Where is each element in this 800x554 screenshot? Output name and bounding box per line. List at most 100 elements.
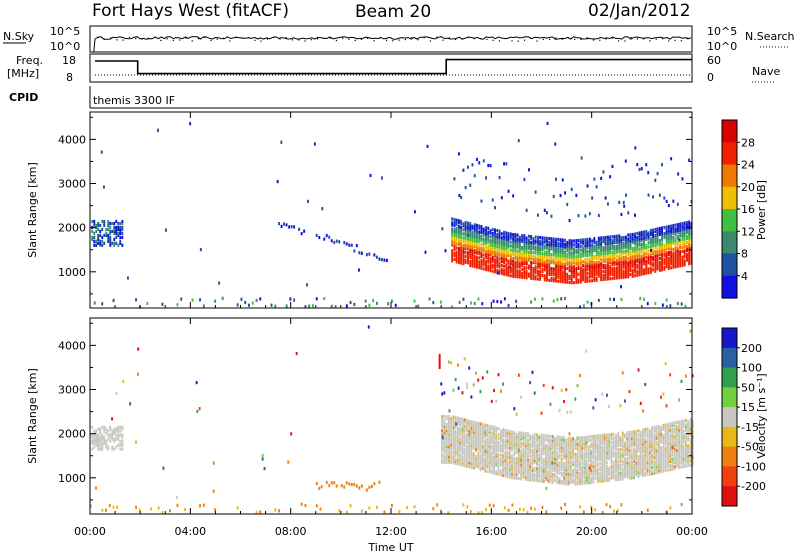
power-cell xyxy=(667,264,670,268)
power-cell xyxy=(485,226,487,230)
power-cell xyxy=(528,234,530,238)
velocity-cell xyxy=(687,454,690,458)
power-cell xyxy=(557,263,560,267)
velocity-cell xyxy=(536,445,538,449)
power-cell xyxy=(595,278,598,282)
power-cell xyxy=(643,268,645,272)
power-cell xyxy=(636,257,639,261)
velocity-cell xyxy=(680,433,683,437)
power-cell xyxy=(579,280,582,284)
velocity-cell xyxy=(666,440,669,444)
power-cell xyxy=(625,259,627,263)
velocity-cell xyxy=(569,476,572,480)
power-cell xyxy=(588,259,591,263)
velocity-cell xyxy=(648,446,651,450)
power-cell xyxy=(307,199,309,203)
power-cell xyxy=(588,239,591,243)
velocity-cell xyxy=(443,431,446,435)
velocity-cell xyxy=(443,391,446,395)
velocity-cell xyxy=(655,465,658,469)
velocity-cell xyxy=(646,457,649,461)
velocity-cell xyxy=(477,451,480,455)
power-cell xyxy=(532,239,535,243)
velocity-cell xyxy=(678,460,681,464)
power-cell xyxy=(638,243,641,247)
velocity-cell xyxy=(664,441,667,445)
power-cell xyxy=(679,262,682,266)
power-cell xyxy=(471,252,474,256)
power-cell xyxy=(489,267,492,271)
velocity-cell xyxy=(545,477,547,482)
power-cell xyxy=(462,262,465,266)
velocity-cell xyxy=(621,371,624,375)
power-cell xyxy=(676,260,679,264)
power-cell xyxy=(629,243,632,247)
velocity-cell xyxy=(572,441,574,445)
power-cell xyxy=(631,250,634,254)
velocity-cell xyxy=(581,473,583,477)
velocity-cell xyxy=(502,457,504,462)
power-cell xyxy=(500,248,503,252)
velocity-cell xyxy=(441,431,444,435)
power-cell xyxy=(101,243,104,247)
velocity-cell xyxy=(91,441,94,445)
power-cell xyxy=(582,254,584,258)
power-cell xyxy=(665,225,668,229)
velocity-cell xyxy=(450,432,453,437)
velocity-cell xyxy=(499,443,502,447)
power-cell xyxy=(674,265,677,269)
velocity-cell xyxy=(651,436,653,440)
velocity-cell xyxy=(639,456,642,460)
power-cell xyxy=(453,228,456,232)
velocity-cell xyxy=(529,444,532,448)
power-cell xyxy=(561,238,564,242)
power-cell xyxy=(469,238,472,242)
velocity-cell xyxy=(495,426,498,430)
velocity-cell xyxy=(572,443,574,447)
power-cell xyxy=(643,230,645,234)
power-cell xyxy=(557,267,560,271)
velocity-cell xyxy=(457,446,459,450)
power-cell xyxy=(417,304,420,308)
velocity-cell xyxy=(563,475,565,480)
velocity-cell xyxy=(565,480,568,484)
power-cell xyxy=(550,253,553,257)
velocity-cell xyxy=(628,470,631,474)
power-cell xyxy=(622,255,625,259)
power-cell xyxy=(485,246,487,250)
power-cell xyxy=(487,256,490,260)
velocity-cell xyxy=(592,434,595,438)
power-cell xyxy=(568,274,571,279)
velocity-cell xyxy=(472,466,475,470)
velocity-cell xyxy=(610,440,613,444)
power-cell xyxy=(552,245,555,249)
velocity-cell xyxy=(637,447,640,451)
power-cell xyxy=(494,236,496,240)
velocity-cell xyxy=(662,451,665,455)
velocity-cell xyxy=(540,475,543,479)
power-cell xyxy=(557,255,560,259)
velocity-cell xyxy=(563,452,565,456)
power-cell xyxy=(498,243,501,247)
noise-search-dot xyxy=(254,39,256,41)
power-cell xyxy=(600,246,603,250)
power-cell xyxy=(597,268,600,272)
velocity-cell xyxy=(549,440,552,444)
power-cell xyxy=(636,235,639,240)
noise-search-dot xyxy=(116,39,118,41)
power-cell xyxy=(638,235,641,239)
power-cell xyxy=(494,228,496,232)
velocity-cell xyxy=(630,444,633,448)
power-cell xyxy=(480,266,483,270)
velocity-cell xyxy=(493,435,495,439)
power-cell xyxy=(514,241,517,245)
power-cell xyxy=(552,249,555,253)
velocity-cell xyxy=(490,453,493,457)
velocity-cell xyxy=(506,435,509,439)
velocity-cell xyxy=(630,464,633,468)
velocity-cell xyxy=(682,441,685,445)
power-cell xyxy=(469,226,472,230)
velocity-cell xyxy=(488,434,491,438)
power-cell xyxy=(611,268,614,273)
velocity-cell xyxy=(466,432,468,436)
